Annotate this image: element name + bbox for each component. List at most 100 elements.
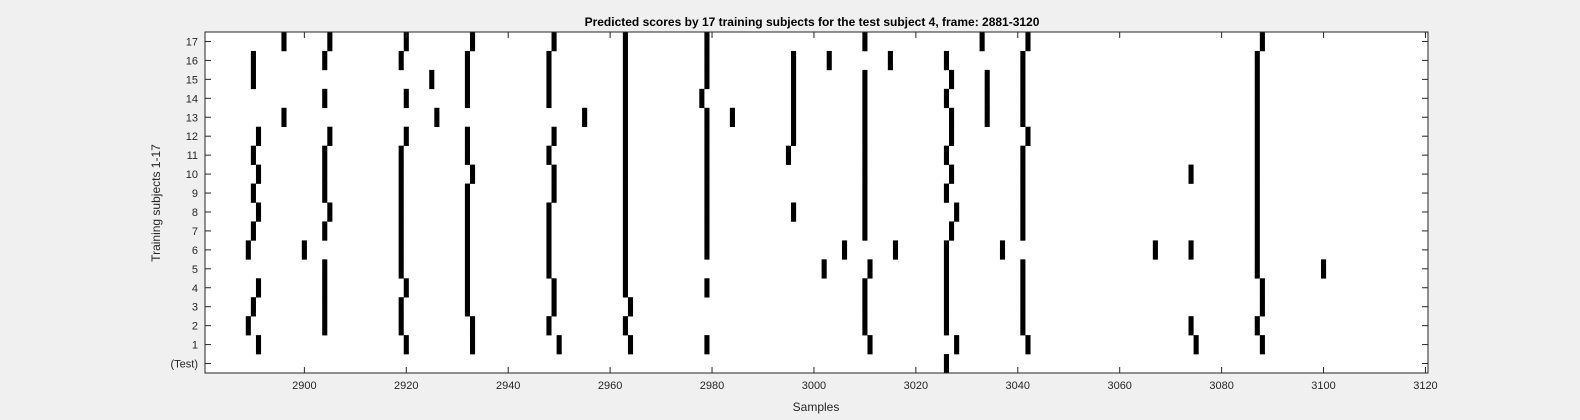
score-mark [322,316,328,336]
score-mark [622,50,628,71]
score-mark [984,88,990,109]
score-mark [867,335,873,355]
x-tick-label: 2960 [598,380,622,392]
score-mark [1020,107,1026,128]
score-mark [791,88,797,109]
score-mark [551,164,557,184]
score-mark [943,50,949,71]
score-mark [622,88,628,109]
score-mark [791,126,797,146]
score-mark [322,164,328,184]
score-mark [398,297,404,317]
x-tick-label: 3100 [1311,380,1335,392]
score-mark [862,316,868,336]
score-mark [255,126,262,146]
score-mark [979,32,985,52]
score-mark [464,202,470,222]
score-mark [984,69,990,90]
x-tick-label: 3000 [802,380,826,392]
score-mark [546,50,552,71]
score-mark [862,69,868,90]
score-mark [1254,69,1260,90]
score-mark [250,183,256,203]
score-mark [469,335,476,355]
score-mark [398,240,404,260]
score-mark [469,316,476,336]
y-tick-label: 14 [186,93,198,105]
score-mark [398,316,404,336]
y-tick-label: 15 [186,74,198,86]
score-mark [943,316,949,336]
score-mark [322,221,328,241]
x-tick-label: 3080 [1209,380,1233,392]
score-mark [862,278,868,298]
y-tick-label: 2 [192,321,198,333]
score-mark [546,316,552,336]
x-tick-label: 2940 [496,380,520,392]
score-mark [1259,335,1265,355]
y-tick-label: 8 [192,207,198,219]
y-tick-label: 9 [192,188,198,200]
score-mark [622,183,628,203]
y-tick-label: 7 [192,226,198,238]
score-mark [622,278,628,298]
y-tick-label: 10 [186,169,198,181]
score-mark [954,202,960,222]
score-mark [862,88,868,109]
score-mark [785,145,792,165]
score-mark [1193,335,1199,355]
score-mark [250,145,256,165]
y-tick-label: 17 [186,36,198,48]
chart-title: Predicted scores by 17 training subjects… [585,15,1040,29]
y-tick-label: 11 [187,150,198,162]
score-mark [943,259,949,279]
score-mark [1020,202,1026,222]
score-mark [1020,297,1026,317]
score-mark [622,316,628,336]
score-mark [322,297,328,317]
score-mark [464,240,470,260]
score-mark [948,69,955,90]
score-mark [250,221,256,241]
score-mark [434,107,440,128]
score-mark [862,32,868,52]
score-mark [704,335,710,355]
score-mark [398,183,404,203]
score-mark [1254,202,1260,222]
score-mark [1020,164,1026,184]
score-mark [948,107,955,128]
score-mark [943,183,949,203]
y-tick-label: 3 [192,302,198,314]
score-mark [464,88,470,109]
score-mark [791,107,797,128]
score-mark [403,88,409,109]
x-tick-label: 2900 [292,380,316,392]
score-mark [250,297,256,317]
score-mark [821,259,827,279]
score-mark [464,278,470,298]
score-mark [1259,278,1265,298]
score-mark [322,183,328,203]
score-mark [398,145,404,165]
score-mark [245,240,251,260]
score-mark [551,278,557,298]
score-mark [841,240,848,260]
score-mark [546,69,552,90]
x-tick-label: 3040 [1006,380,1030,392]
score-mark [984,107,990,128]
score-mark [622,259,628,279]
score-mark [1320,259,1327,279]
score-mark [403,126,409,146]
score-mark [1020,88,1026,109]
score-mark [943,297,949,317]
score-mark [322,278,328,298]
score-mark [791,69,797,90]
score-mark [943,145,949,165]
score-mark [622,126,628,146]
score-mark [704,107,710,128]
score-mark [622,69,628,90]
score-mark [1254,145,1260,165]
score-mark [1188,316,1194,336]
score-mark [245,316,251,336]
score-mark [1020,221,1026,241]
